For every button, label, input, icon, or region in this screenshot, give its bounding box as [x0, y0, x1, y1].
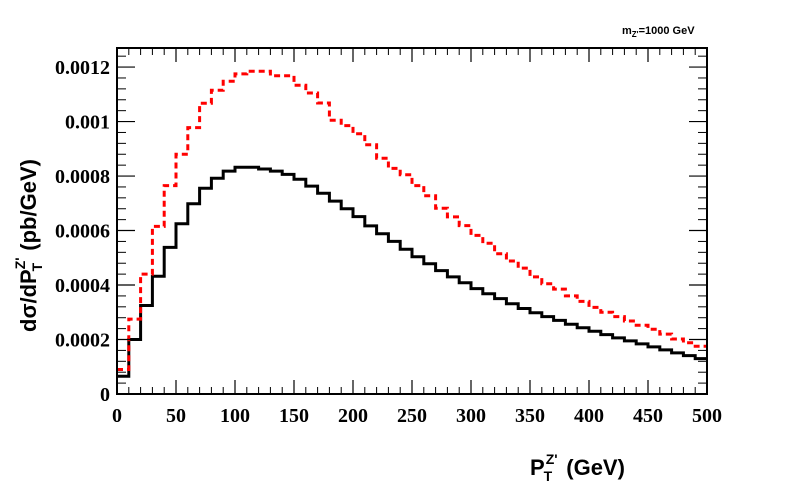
- x-tick-label: 250: [397, 405, 427, 427]
- x-tick-label: 300: [456, 405, 486, 427]
- y-tick-label: 0.0002: [55, 330, 110, 352]
- x-tick-label: 0: [112, 405, 122, 427]
- x-tick-label: 150: [279, 405, 309, 427]
- x-tick-label: 100: [220, 405, 250, 427]
- x-tick-label: 50: [166, 405, 186, 427]
- series-layer: [117, 69, 707, 378]
- x-tick-label: 350: [515, 405, 545, 427]
- y-tick-label: 0.0004: [55, 275, 110, 297]
- ticks-layer: 0 50 100 150 200 250 300 350 400 450 500 0 0.0002 0.0…: [55, 48, 722, 427]
- y-tick-label: 0.0006: [55, 221, 110, 243]
- x-axis-title: PZ' T (GeV): [530, 451, 625, 484]
- y-axis-title: dσ/dPZ'T (pb/GeV): [12, 159, 45, 332]
- series-solid-line: [117, 165, 707, 378]
- x-tick-label: 200: [338, 405, 368, 427]
- series-dashed-line: [117, 69, 707, 371]
- plot-frame: [116, 47, 708, 395]
- x-tick-label: 400: [574, 405, 604, 427]
- y-tick-label: 0: [100, 384, 110, 406]
- y-tick-label: 0.0012: [55, 57, 110, 79]
- x-tick-label: 450: [633, 405, 663, 427]
- y-tick-label: 0.001: [65, 112, 110, 134]
- mass-annotation: mZ'=1000 GeV: [622, 25, 695, 39]
- x-tick-label: 500: [692, 405, 722, 427]
- y-tick-label: 0.0008: [55, 166, 110, 188]
